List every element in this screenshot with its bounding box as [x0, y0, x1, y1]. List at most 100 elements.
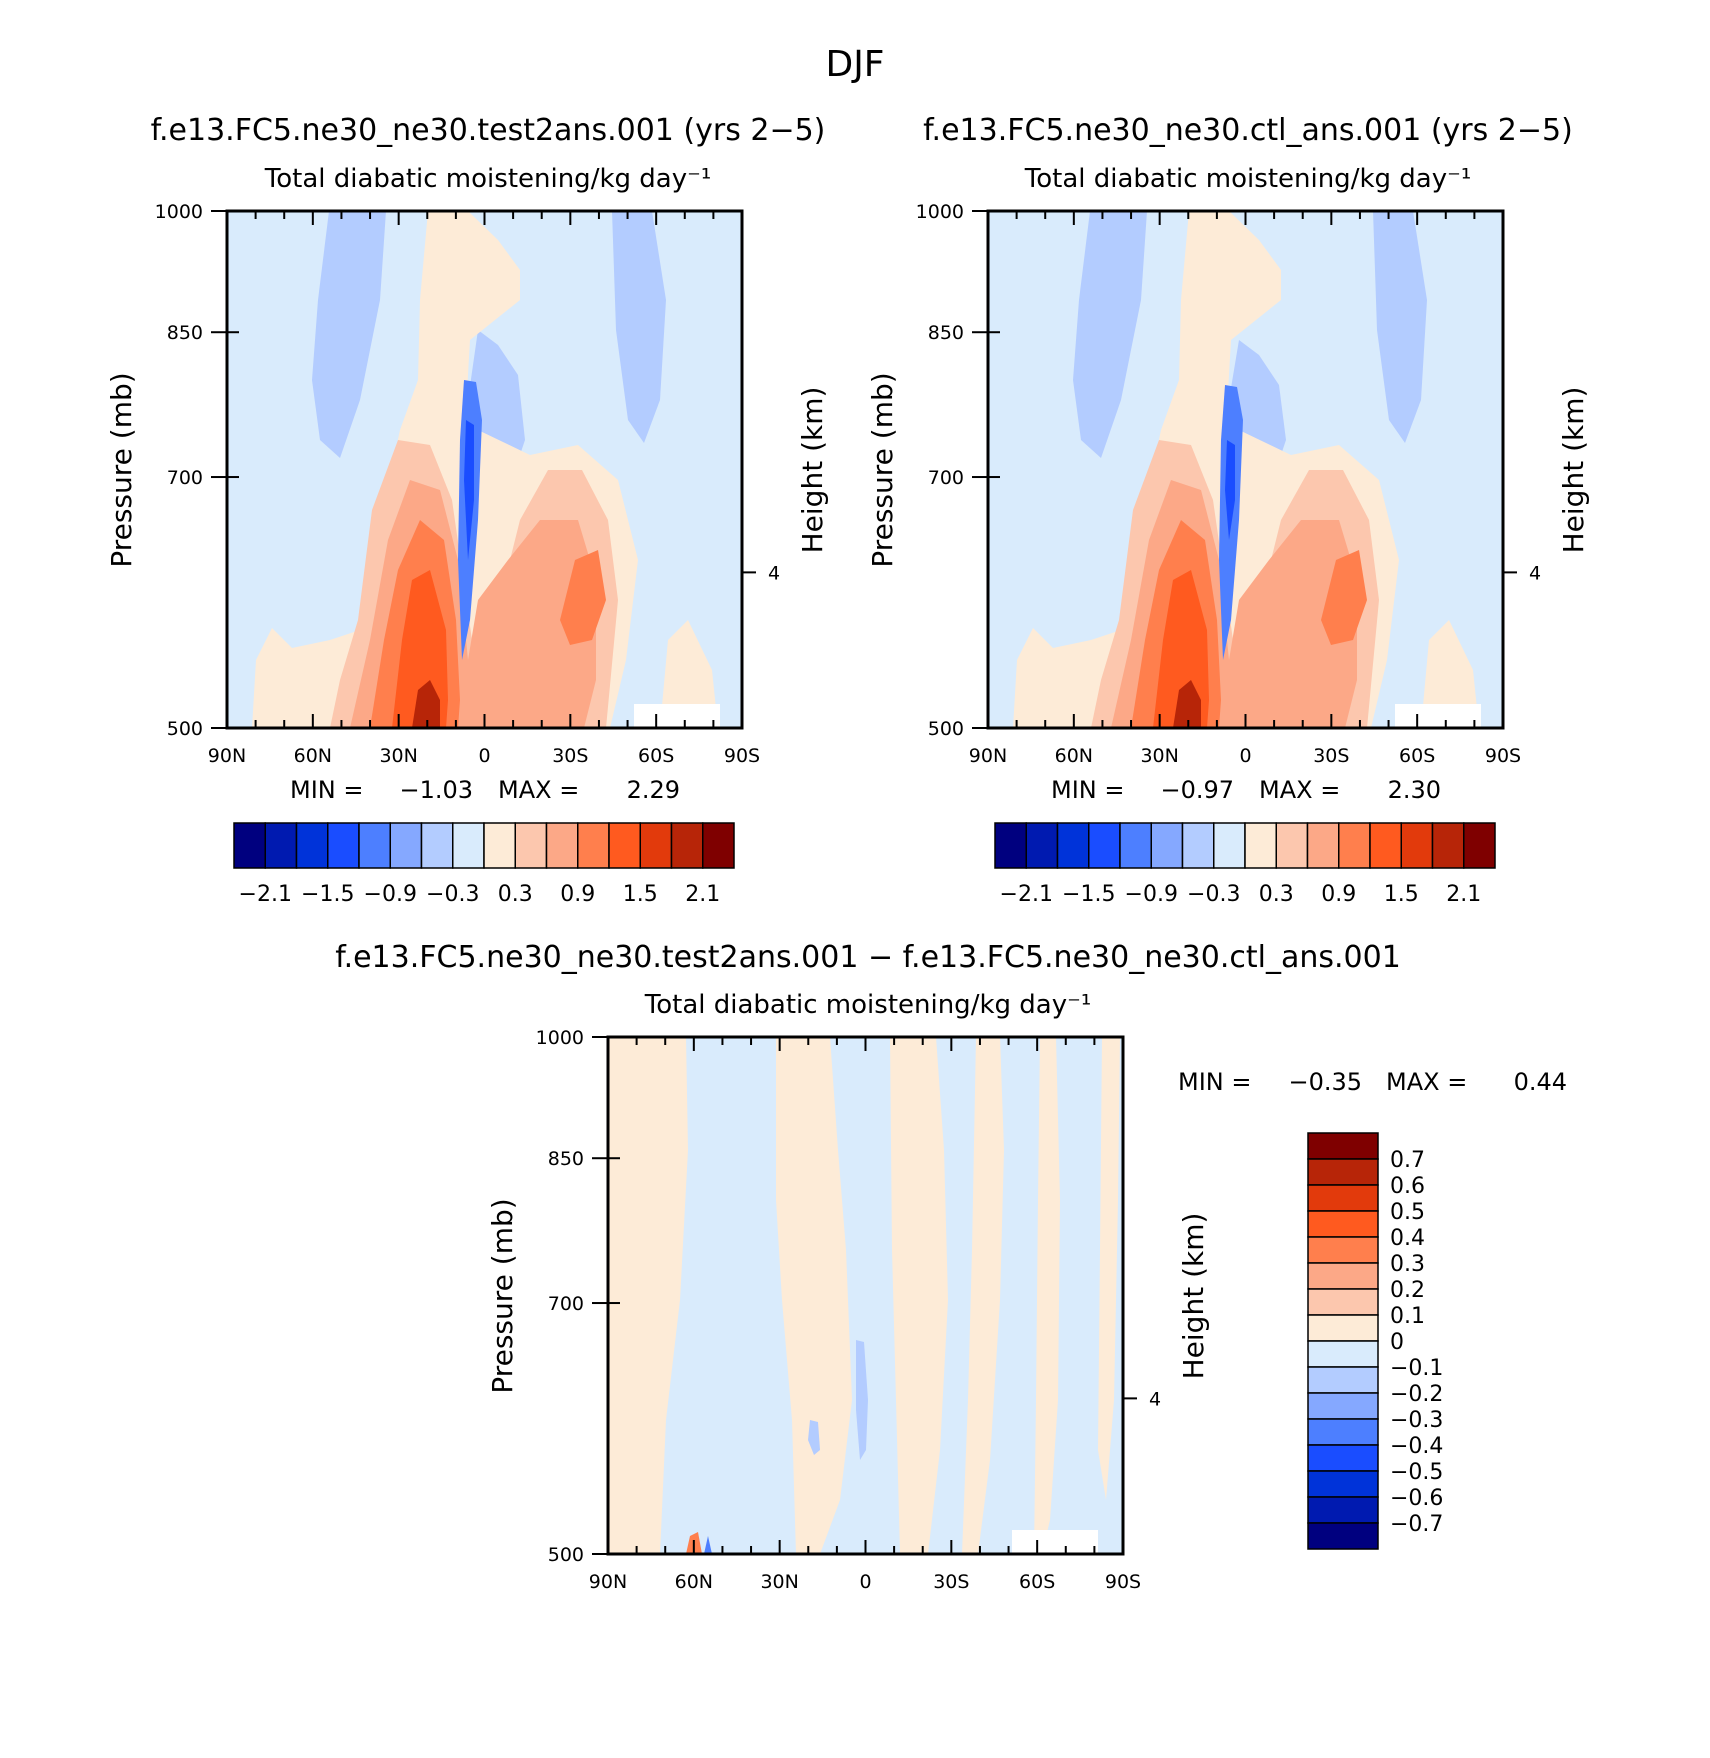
panel-test-min-value: −1.03 [399, 776, 473, 804]
colorbar-swatch [1431, 822, 1465, 869]
colorbar-swatch [577, 822, 610, 869]
colorbar-label: −0.4 [1390, 1434, 1443, 1459]
panel-diff-contour-neg-2 [808, 1420, 820, 1455]
colorbar-swatch [545, 822, 579, 869]
colorbar-swatch [233, 822, 266, 869]
panel-test-min-label: MIN = [290, 776, 363, 804]
panel-test: f.e13.FC5.ne30_ne30.test2ans.001 (yrs 2−… [105, 113, 829, 907]
colorbar-label: 2.1 [685, 882, 720, 907]
panel-ctl-contour-pos-6 [1173, 680, 1201, 728]
panel-diff-min-label: MIN = [1178, 1068, 1251, 1096]
colorbar-swatch [1275, 822, 1309, 869]
colorbar-label: 0.5 [1390, 1200, 1425, 1225]
panel-diff-max-label: MAX = [1386, 1068, 1467, 1096]
colorbar-swatch [1307, 1418, 1379, 1446]
colorbar-swatch [1338, 822, 1371, 869]
panel-test-axis: 90N 60N 30N 0 30S 60S 90S 500 700 850 1000 4 [155, 201, 780, 767]
colorbar-swatch [420, 822, 454, 869]
colorbar-swatch [702, 822, 735, 869]
colorbar-swatch [264, 822, 298, 869]
y-tick-label: 700 [167, 467, 203, 489]
panel-ctl-title: Total diabatic moistening/kg day⁻¹ [1024, 164, 1472, 194]
x-tick-label: 90N [208, 745, 246, 767]
panel-test-run: f.e13.FC5.ne30_ne30.test2ans.001 (yrs 2−… [151, 113, 826, 148]
colorbar-label: 0 [1390, 1330, 1404, 1355]
colorbar-label: 0.3 [1390, 1252, 1425, 1277]
colorbar-label: −0.1 [1390, 1356, 1443, 1381]
y-tick-label: 1000 [536, 1027, 584, 1049]
x-tick-label: 30S [552, 745, 588, 767]
colorbar-swatch [1307, 1132, 1379, 1160]
x-tick-label: 60N [1055, 745, 1093, 767]
panel-diff-stats: MIN = −0.35 MAX = 0.44 [1178, 1068, 1567, 1096]
colorbar-label: 0.1 [1390, 1304, 1425, 1329]
panel-ctl: f.e13.FC5.ne30_ne30.ctl_ans.001 (yrs 2−5… [866, 113, 1590, 907]
panel-test-contours [252, 211, 720, 728]
panel-diff-contour-pos-3 [890, 1037, 948, 1554]
panel-diff-min-value: −0.35 [1288, 1068, 1362, 1096]
panel-ctl-min-value: −0.97 [1160, 776, 1234, 804]
panel-diff-ylabel: Pressure (mb) [486, 1198, 519, 1393]
colorbar-swatch [1307, 1314, 1379, 1342]
colorbar-swatch [452, 822, 485, 869]
colorbar-swatch [1306, 822, 1340, 869]
panel-ctl-contour-neg-eq-3 [1225, 440, 1235, 540]
colorbar-swatch [1056, 822, 1090, 869]
colorbar-label: 2.1 [1446, 882, 1481, 907]
colorbar-swatch [639, 822, 673, 869]
colorbar-swatch [1181, 822, 1215, 869]
colorbar-label: 1.5 [1384, 882, 1419, 907]
colorbar-swatch [1213, 822, 1246, 869]
colorbar-swatch [1307, 1392, 1379, 1420]
panel-test-colorbar: −2.1 −1.5 −0.9 −0.3 0.3 0.9 1.5 2.1 [233, 822, 735, 907]
panel-diff-run: f.e13.FC5.ne30_ne30.test2ans.001 − f.e13… [335, 940, 1401, 975]
colorbar-swatch [1088, 822, 1121, 869]
colorbar-swatch [1119, 822, 1152, 869]
x-tick-label: 60S [1399, 745, 1435, 767]
colorbar-label: 0.9 [1321, 882, 1356, 907]
colorbar-label: −0.5 [1390, 1460, 1443, 1485]
colorbar-swatch [1307, 1184, 1379, 1212]
x-tick-label: 90N [589, 1571, 627, 1593]
colorbar-swatch [389, 822, 423, 869]
panel-diff-axis: 90N 60N 30N 0 30S 60S 90S 500 700 850 1000 4 [536, 1027, 1161, 1593]
y-tick-label: 1000 [155, 201, 203, 223]
colorbar-swatch [1307, 1522, 1379, 1550]
x-tick-label: 90S [1105, 1571, 1141, 1593]
panel-ctl-colorbar: −2.1 −1.5 −0.9 −0.3 0.3 0.9 1.5 2.1 [994, 822, 1496, 907]
colorbar-swatch [1307, 1288, 1379, 1316]
x-tick-label: 60N [675, 1571, 713, 1593]
panel-ctl-contour-pos-sh-2 [1321, 550, 1367, 645]
x-tick-label: 60S [1019, 1571, 1055, 1593]
panel-diff-contour-pos-6 [1098, 1037, 1120, 1500]
panel-diff-missing [1012, 1530, 1098, 1554]
panel-ctl-contour-pos-sh [1421, 620, 1479, 728]
colorbar-label: 0.7 [1390, 1148, 1425, 1173]
panel-diff-plot: 90N 60N 30N 0 30S 60S 90S 500 700 850 1000 4 [536, 1027, 1161, 1593]
colorbar-label: −2.1 [1000, 882, 1053, 907]
y-tick-label: 1000 [916, 201, 964, 223]
colorbar-label: 0.3 [1259, 882, 1294, 907]
panel-test-contour-pos-6 [412, 680, 440, 728]
y-tick-label: 700 [928, 467, 964, 489]
colorbar-label: −0.3 [426, 882, 479, 907]
panel-test-max-label: MAX = [498, 776, 579, 804]
x-tick-label: 90N [969, 745, 1007, 767]
panel-test-title: Total diabatic moistening/kg day⁻¹ [264, 164, 712, 194]
colorbar-label: 0.9 [560, 882, 595, 907]
y-tick-label: 850 [167, 322, 203, 344]
colorbar-swatch [1307, 1236, 1379, 1264]
colorbar-swatch [1400, 822, 1434, 869]
panel-ctl-ylabel: Pressure (mb) [866, 372, 899, 567]
colorbar-swatch [295, 822, 329, 869]
x-tick-label: 0 [859, 1571, 871, 1593]
panel-ctl-run: f.e13.FC5.ne30_ne30.ctl_ans.001 (yrs 2−5… [923, 113, 1573, 148]
colorbar-label: −1.5 [1062, 882, 1115, 907]
x-tick-label: 60S [638, 745, 674, 767]
colorbar-label: −1.5 [301, 882, 354, 907]
panel-ctl-max-value: 2.30 [1388, 776, 1441, 804]
panel-diff-contour-pos-5 [1034, 1037, 1060, 1554]
colorbar-label: −0.2 [1390, 1382, 1443, 1407]
panel-test-max-value: 2.29 [627, 776, 680, 804]
